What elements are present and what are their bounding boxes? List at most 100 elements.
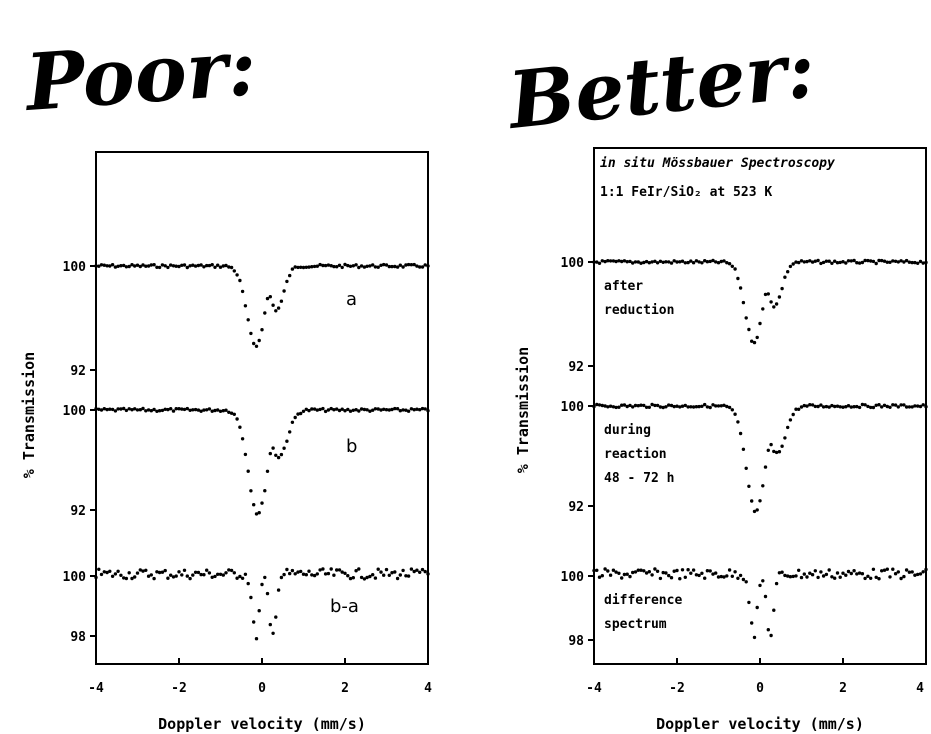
poor-trace-3-point (307, 569, 311, 573)
poor-trace-3-point (337, 568, 342, 572)
poor-trace-2-point (97, 407, 101, 411)
better-trace-3-point (650, 573, 654, 577)
poor-trace-2-point (276, 455, 281, 460)
poor-x-tick-label: 2 (341, 681, 349, 696)
better-trace-3-point (678, 577, 682, 581)
poor-trace-2-point (274, 453, 278, 457)
better-trace-2-point (863, 403, 867, 407)
better-trace-1-point (921, 261, 925, 265)
better-trace-2-point (755, 508, 759, 512)
better-trace-2-point (918, 404, 923, 409)
poor-trace-1-point (301, 265, 306, 270)
better-trace-1-point (608, 259, 613, 263)
better-trace-3-point (761, 579, 765, 583)
better-trace-3-point (658, 576, 663, 581)
better-trace-2-point (869, 405, 873, 410)
better-trace-3-point (902, 574, 906, 579)
poor-trace-3-point (185, 574, 189, 578)
better-trace-1-point (860, 260, 865, 265)
better-trace-2-point (650, 402, 654, 407)
better-trace-3-point (600, 574, 604, 578)
better-trace-1-point (703, 259, 707, 263)
poor-trace-2-point (246, 469, 250, 473)
poor-trace-3-point (238, 574, 242, 579)
better-trace-1-point (857, 261, 862, 265)
poor-trace-2-point (180, 407, 184, 411)
poor-trace-1-point (288, 273, 292, 278)
better-trace-1-point (744, 316, 748, 320)
better-trace-3-point (738, 573, 743, 578)
poor-trace-2-point (116, 407, 120, 411)
better-trace-2-point (891, 403, 895, 407)
better-trace-3-point (622, 572, 627, 577)
poor-trace-3-point (252, 620, 256, 624)
poor-trace-3-point (395, 576, 400, 581)
poor-trace-1-point (382, 262, 386, 267)
poor-trace-2-point (144, 409, 148, 413)
poor-trace-3-point (130, 576, 134, 581)
better-trace-3-point (833, 576, 837, 580)
poor-trace-3-point (141, 569, 145, 573)
poor-trace-1-point (290, 267, 295, 271)
better-trace-2-point (841, 405, 845, 409)
better-trace-3-point (669, 576, 674, 580)
better-trace-3-point (891, 567, 895, 571)
better-trace-2-point (827, 405, 831, 409)
better-x-tick-label: -2 (669, 681, 685, 696)
poor-trace-3-point (426, 572, 430, 576)
poor-trace-3-point (271, 631, 275, 635)
better-trace-2-point (661, 405, 665, 410)
poor-trace-3-point (351, 576, 355, 580)
poor-trace-1-point (110, 263, 115, 267)
better-trace-3-point (774, 581, 779, 586)
better-trace-1-point (642, 260, 646, 265)
poor-trace-2-point (124, 408, 129, 413)
poor-heading: Poor: (21, 22, 259, 129)
better-trace-2-point (747, 484, 751, 488)
poor-trace-1-point (404, 263, 408, 267)
poor-trace-1-point (213, 265, 217, 269)
poor-trace-2-point (182, 407, 187, 412)
better-trace-2-point (628, 403, 632, 408)
poor-trace-2-point (348, 409, 353, 413)
better-trace-1-point (730, 264, 734, 268)
poor-trace-3-point (116, 569, 120, 573)
better-trace-1-point (888, 260, 892, 264)
better-trace-3-point (855, 572, 859, 576)
poor-trace-1-point (321, 263, 325, 268)
better-trace-3-point (871, 567, 876, 571)
poor-trace-3-point (401, 568, 405, 573)
poor-trace-2-point (135, 408, 140, 412)
poor-trace-2-point (326, 408, 331, 412)
better-trace-1-point (763, 292, 768, 297)
poor-trace-1-point (124, 265, 129, 269)
poor-trace-2-point (252, 503, 256, 507)
better-trace-1-point (788, 264, 793, 269)
better-trace-3-point (606, 569, 610, 573)
poor-trace-1-point (254, 344, 259, 348)
poor-trace-3-point (315, 572, 319, 576)
better-trace-3-point (686, 568, 690, 572)
poor-trace-1-point (188, 264, 192, 268)
poor-trace-3-point (304, 573, 308, 577)
poor-trace-1-point (133, 264, 137, 268)
poor-trace-1-point (177, 264, 181, 269)
better-trace-2-point (595, 402, 599, 407)
poor-trace-2-point (393, 406, 397, 411)
poor-trace-1-point (312, 264, 317, 269)
better-trace-2-point (727, 405, 732, 410)
better-trace-3-point (893, 572, 898, 576)
better-trace-1-point (916, 261, 920, 265)
poor-trace-3-point (301, 572, 306, 576)
better-y-axis-label: % Transmission (514, 347, 532, 473)
better-trace-1-point (719, 259, 723, 264)
poor-trace-3-point (133, 575, 137, 579)
better-trace-2-point (904, 405, 909, 409)
better-trace-2-point (716, 404, 721, 408)
poor-trace-2-point (102, 407, 107, 411)
poor-trace-3-point (332, 573, 336, 577)
poor-trace-1-point (412, 262, 416, 267)
poor-trace-1-point (340, 265, 344, 270)
poor-trace-2-point (373, 407, 378, 411)
